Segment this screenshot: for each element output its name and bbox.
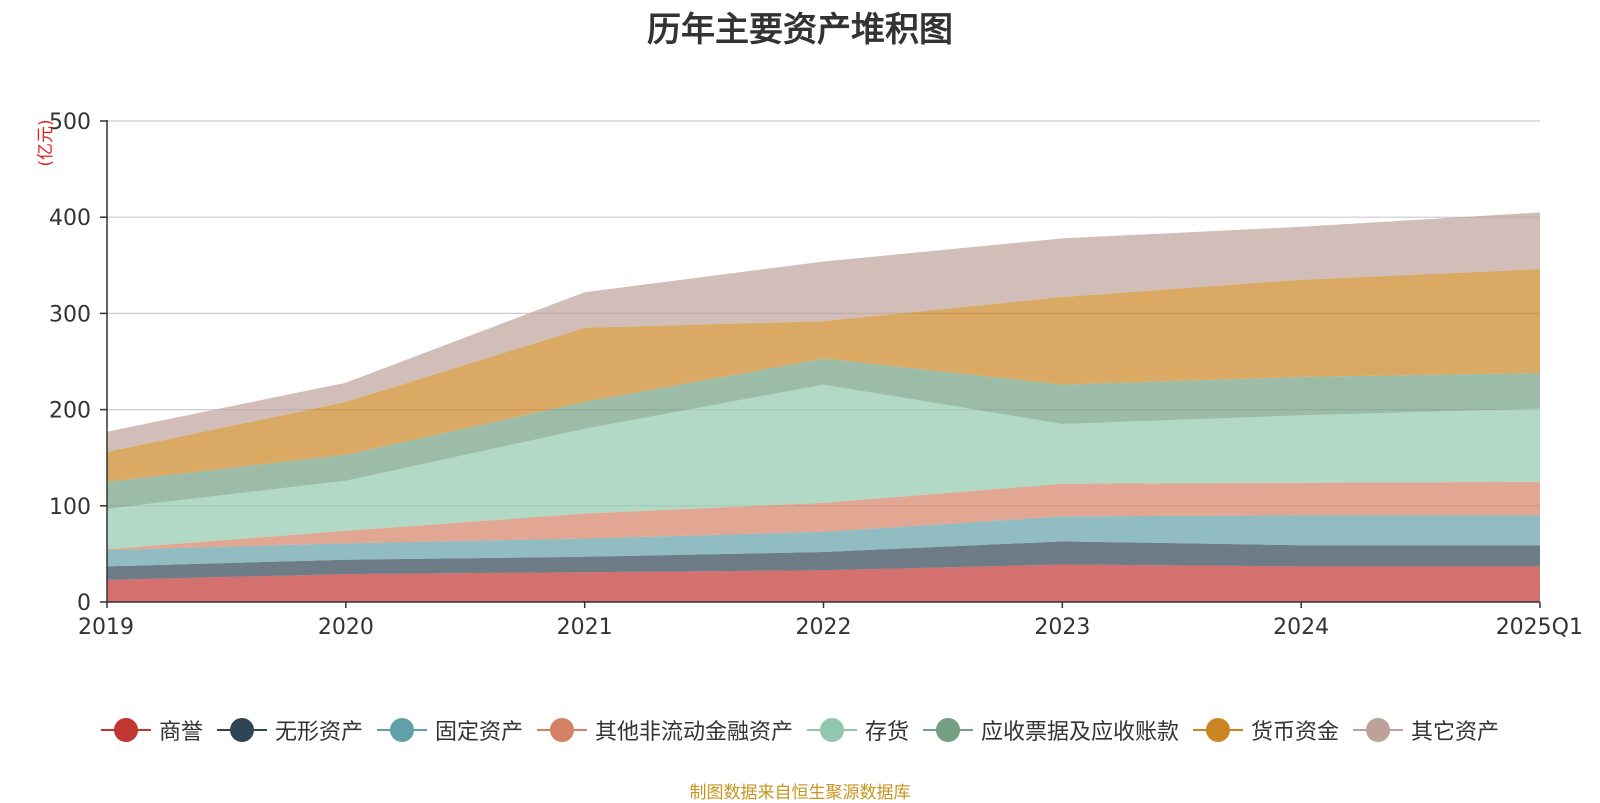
legend-item-1[interactable]: 商誉 [100,714,203,746]
legend-item-3[interactable]: 固定资产 [376,714,523,746]
y-tick-label: 300 [49,302,91,327]
legend-marker-icon [536,717,587,743]
legend-item-5[interactable]: 存货 [807,714,909,746]
legend-label: 货币资金 [1251,720,1340,745]
y-tick-label: 100 [49,495,91,520]
legend-marker-icon [376,717,427,743]
x-tick-label: 2021 [557,615,613,640]
area-series-6[interactable] [107,358,1540,509]
legend-marker-icon [100,717,151,743]
legend-marker-icon [1193,717,1244,743]
legend-marker-icon [923,717,974,743]
legend-marker-icon [1353,717,1404,743]
x-tick-label: 2022 [796,615,852,640]
legend-item-7[interactable]: 货币资金 [1193,714,1339,746]
area-series-4[interactable] [107,481,1540,551]
x-tick-label: 2024 [1273,615,1329,640]
chart-title: 历年主要资产堆积图 [647,10,953,50]
data-source-note: 制图数据来自恒生聚源数据库 [689,783,911,803]
x-tick-label: 2023 [1034,615,1090,640]
legend-label: 存货 [865,720,910,745]
legend-label: 其他非流动金融资产 [594,720,793,745]
area-series-7[interactable] [107,269,1540,482]
x-tick-label: 2019 [78,615,134,640]
legend-item-4[interactable]: 其他非流动金融资产 [536,714,793,746]
y-tick-label: 500 [49,110,91,135]
area-series-3[interactable] [107,515,1540,567]
legend-label: 商誉 [158,720,203,745]
y-tick-label: 0 [77,591,91,616]
legend-item-2[interactable]: 无形资产 [216,714,363,746]
y-axis-unit-label: (亿元) [36,119,56,166]
area-series-2[interactable] [107,541,1540,580]
legend: 商誉 无形资产 固定资产 其他非流动金融资产 存货 应收票据及应收账款 货币资金 其它资产 [0,714,1600,746]
legend-marker-icon [216,717,267,743]
legend-label: 应收票据及应收账款 [981,720,1180,745]
y-tick-label: 400 [49,206,91,231]
area-series-5[interactable] [107,384,1540,550]
x-tick-label: 2020 [318,615,374,640]
legend-label: 无形资产 [274,720,363,745]
x-tick-label: 2025Q1 [1496,615,1583,640]
legend-label: 其它资产 [1411,720,1500,745]
y-tick-label: 200 [49,399,91,424]
area-series [107,212,1540,602]
legend-item-8[interactable]: 其它资产 [1353,714,1499,746]
legend-label: 固定资产 [434,720,523,745]
legend-item-6[interactable]: 应收票据及应收账款 [923,714,1179,746]
legend-marker-icon [807,717,857,743]
axes: 0 100 200 300 400 500 2019 2020 2021 2022 2023 2024… [49,110,1583,640]
area-series-8[interactable] [107,212,1540,452]
area-series-1[interactable] [107,564,1540,603]
